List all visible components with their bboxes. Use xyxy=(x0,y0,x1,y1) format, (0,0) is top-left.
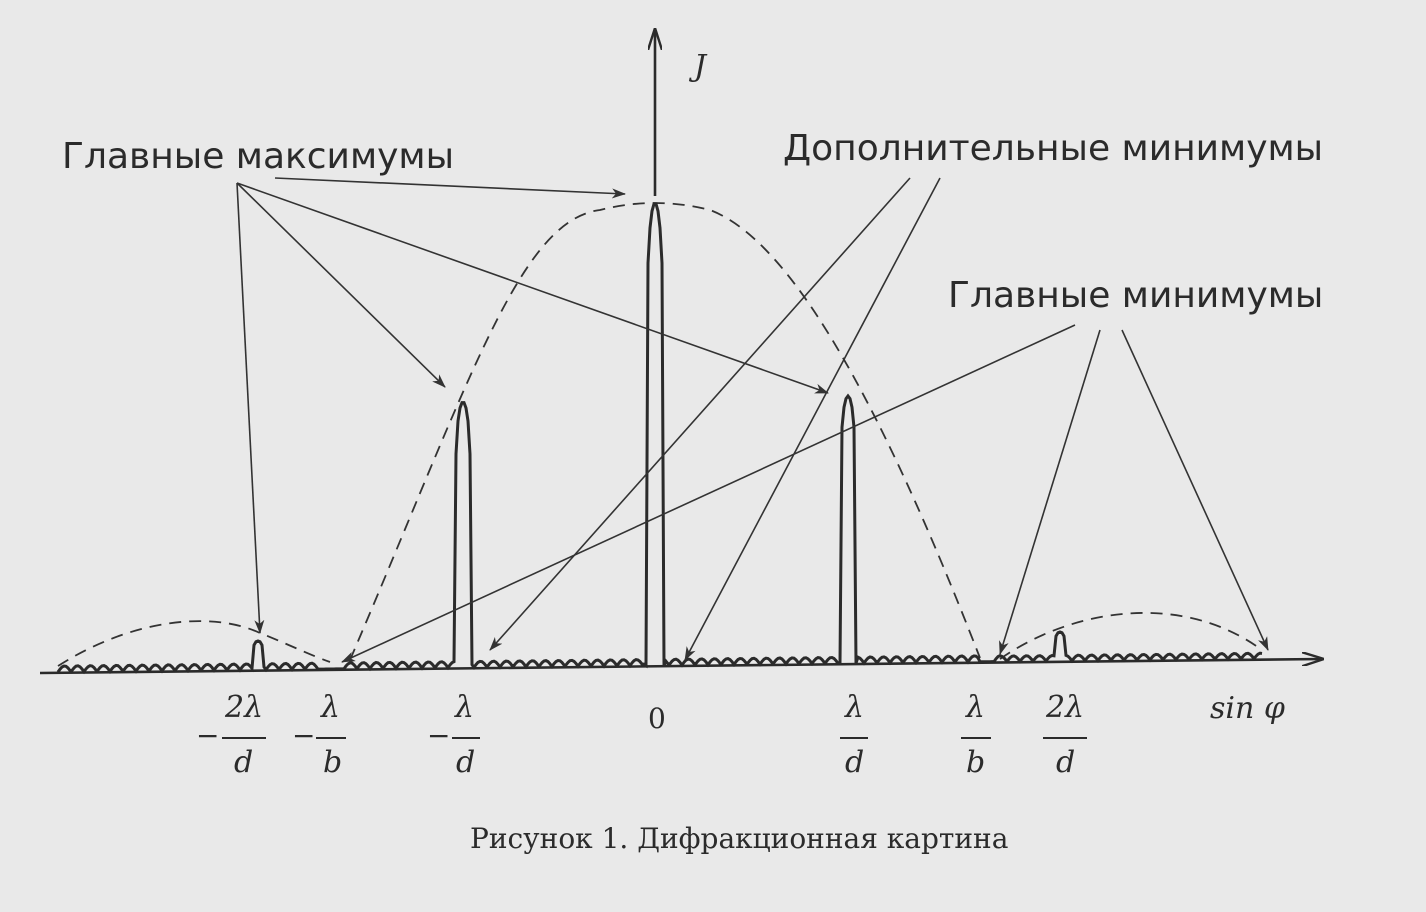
x-axis-label: sin φ xyxy=(1210,691,1285,726)
arrow-main-max-left1 xyxy=(236,182,446,388)
arrow-main-max-left2 xyxy=(236,182,265,634)
tick-pos-2lambda-d-den: d xyxy=(1056,745,1075,780)
tick-neg-2lambda-d: − 2λ d xyxy=(196,690,266,780)
tick-pos-lambda-d-num: λ xyxy=(844,690,864,725)
tick-neg-lambda-b-den: b xyxy=(323,745,342,780)
label-additional-minima: Дополнительные минимумы xyxy=(783,128,1323,169)
tick-pos-lambda-d-den: d xyxy=(845,745,864,780)
arrow-main-min-2 xyxy=(999,329,1101,655)
tick-neg-2lambda-d-den: d xyxy=(234,745,253,780)
arrow-main-max-center xyxy=(274,177,626,199)
intensity-curve xyxy=(56,202,1263,675)
tick-neg-lambda-d-sign: − xyxy=(427,719,450,752)
arrow-main-max-right1 xyxy=(236,182,829,394)
tick-pos-lambda-d: λ d xyxy=(840,690,868,780)
right-side-envelope xyxy=(999,612,1263,660)
tick-pos-lambda-b: λ b xyxy=(961,690,991,780)
label-main-maxima: Главные максимумы xyxy=(62,136,454,177)
tick-pos-2lambda-d: 2λ d xyxy=(1043,690,1087,780)
arrow-main-min-3 xyxy=(1121,329,1269,651)
tick-neg-lambda-d-num: λ xyxy=(454,690,474,725)
tick-neg-lambda-d-den: d xyxy=(456,745,475,780)
arrow-add-min-2 xyxy=(684,177,941,661)
tick-neg-2lambda-d-num: 2λ xyxy=(224,690,263,725)
figure-caption: Рисунок 1. Дифракционная картина xyxy=(470,822,1008,855)
tick-origin: 0 xyxy=(648,702,666,735)
tick-neg-lambda-b-num: λ xyxy=(320,690,340,725)
arrow-main-min-1 xyxy=(341,324,1076,663)
tick-pos-2lambda-d-num: 2λ xyxy=(1045,690,1084,725)
tick-neg-lambda-b-sign: − xyxy=(292,719,315,752)
tick-neg-lambda-b: − λ b xyxy=(292,690,346,780)
label-main-minima: Главные минимумы xyxy=(948,275,1323,316)
tick-neg-2lambda-d-sign: − xyxy=(196,719,219,752)
left-side-envelope xyxy=(57,620,331,667)
y-axis-label: J xyxy=(688,49,708,84)
arrow-add-min-1 xyxy=(489,177,911,651)
tick-neg-lambda-d: − λ d xyxy=(427,690,480,780)
tick-pos-lambda-b-den: b xyxy=(966,745,985,780)
tick-pos-lambda-b-num: λ xyxy=(965,690,985,725)
